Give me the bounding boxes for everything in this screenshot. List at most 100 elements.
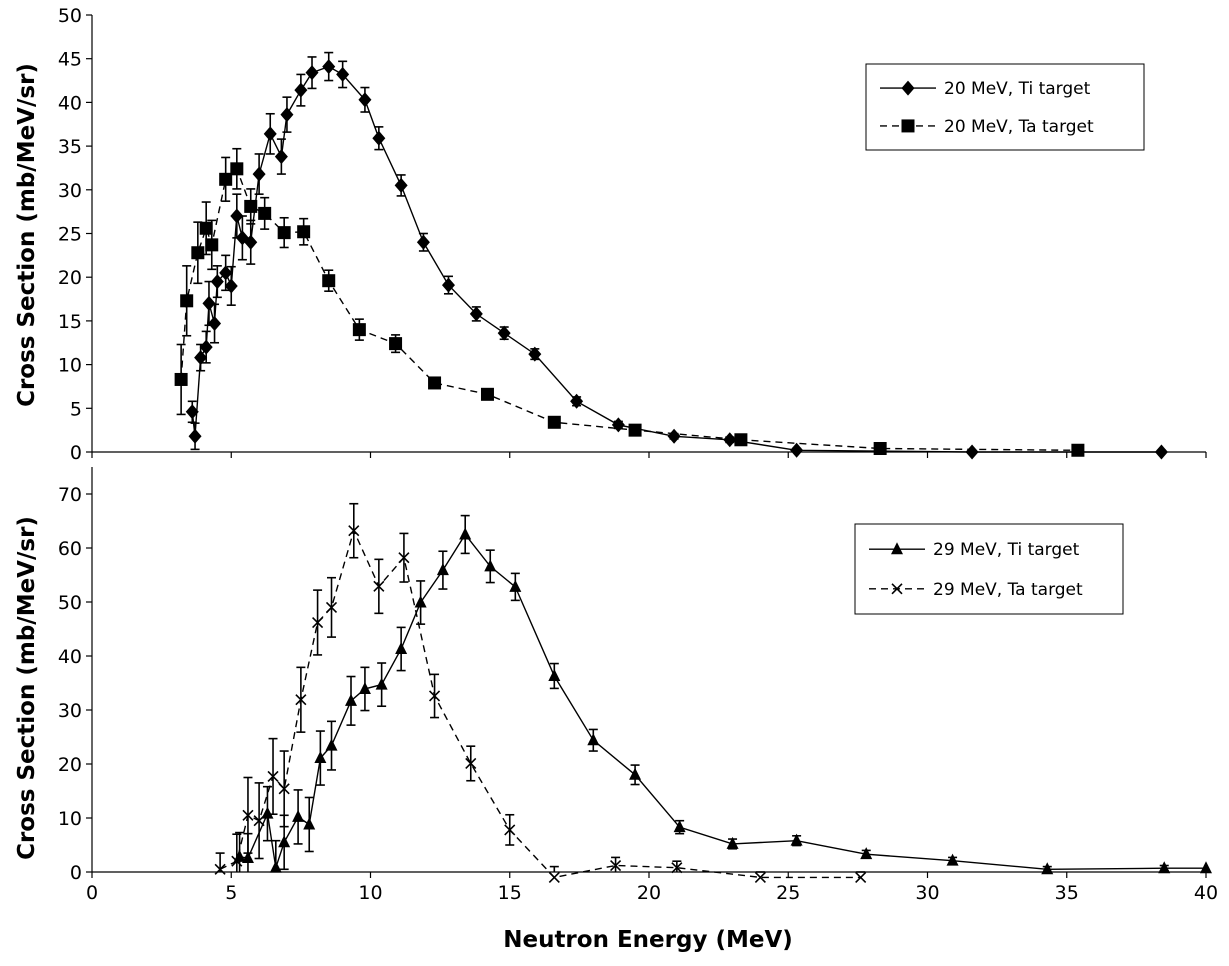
data-point-square [297,225,311,239]
data-point-triangle [436,563,449,576]
data-point-triangle [303,817,316,830]
data-point-x [504,824,516,836]
data-point-x [348,525,360,537]
error-bar [549,865,559,872]
data-point-square [1071,443,1085,457]
x-tick-label: 5 [225,882,237,904]
data-point-triangle [1158,861,1171,874]
legend-entry: 29 MeV, Ti target [869,540,1080,560]
series-diamond [185,51,1168,460]
data-point-diamond [230,208,244,224]
y-tick-label: 50 [58,5,82,27]
y-tick-label: 35 [58,136,82,158]
data-point-x [325,601,338,613]
data-point-diamond [1154,444,1168,460]
y-tick-label: 50 [58,592,82,614]
legend-label: 20 MeV, Ta target [944,117,1094,137]
data-point-x [754,871,766,883]
legend-entry: 20 MeV, Ta target [880,117,1094,137]
data-point-triangle [726,836,739,849]
x-tick-label: 20 [637,882,661,904]
data-point-x [295,694,307,706]
data-point-diamond [416,234,430,250]
data-point-triangle [241,850,254,863]
data-point-diamond [469,306,483,322]
x-tick-label: 40 [1194,882,1218,904]
y-tick-label: 25 [58,224,82,246]
data-point-square [174,372,188,386]
x-tick-label: 0 [86,882,98,904]
data-point-diamond [322,59,336,75]
data-point-square [244,199,258,213]
data-point-diamond [244,234,258,250]
data-point-square [734,433,748,447]
data-point-diamond [965,444,979,460]
legend-marker-x [891,583,903,595]
legend-marker-square [901,119,915,133]
data-point-triangle [414,595,427,608]
data-point-diamond [441,277,455,293]
data-point-triangle [548,668,561,681]
data-point-x [610,859,622,872]
y-tick-label: 20 [58,754,82,776]
data-point-x [278,783,290,795]
legend-entry: 29 MeV, Ta target [869,580,1083,600]
data-point-diamond [305,65,319,81]
data-point-square [277,226,291,240]
y-tick-label: 10 [58,808,82,830]
data-point-square [480,387,494,401]
data-point-triangle [269,860,282,873]
legend-box [865,63,1145,151]
y-tick-label: 30 [58,180,82,202]
data-point-square [219,172,233,186]
y-tick-label: 70 [58,484,82,506]
data-point-triangle [946,853,959,866]
data-point-diamond [667,428,681,444]
data-point-diamond [219,265,233,281]
legend: 29 MeV, Ti target 29 MeV, Ta target [854,523,1124,615]
data-point-diamond [372,130,386,146]
y-tick-label: 30 [58,700,82,722]
data-point-square [352,323,366,337]
data-point-square [547,415,561,429]
data-point-diamond [570,393,584,409]
bottom-panel: 0 10 20 30 40 50 60 70 0 5 10 15 20 25 30 35 40 29 MeV, T… [58,467,1218,904]
data-point-x [548,871,560,883]
y-tick-label: 15 [58,311,82,333]
data-point-triangle [587,733,600,746]
series-x [214,502,867,883]
data-point-x [242,809,254,821]
data-point-triangle [314,751,327,764]
data-point-square [322,274,336,288]
data-point-square [628,423,642,437]
data-point-diamond [358,92,372,108]
y-tick-label: 40 [58,646,82,668]
data-point-triangle [509,579,522,592]
data-point-square [428,376,442,390]
data-point-diamond [199,339,213,355]
y-tick-label: 10 [58,355,82,377]
data-point-triangle [325,738,338,751]
legend-label: 29 MeV, Ta target [933,580,1083,600]
data-point-diamond [497,325,511,341]
error-bar [232,833,242,872]
data-point-diamond [280,107,294,123]
data-point-diamond [294,82,308,98]
x-axis-title: Neutron Energy (MeV) [503,927,793,953]
top-y-axis-title: Cross Section (mb/MeV/sr) [14,63,40,407]
data-point-diamond [224,278,238,294]
data-point-triangle [395,641,408,654]
legend-label: 29 MeV, Ti target [933,540,1080,560]
data-point-x [855,871,867,883]
data-point-triangle [790,833,803,846]
x-tick-label: 10 [358,882,382,904]
data-point-diamond [252,166,266,182]
data-point-square [230,162,244,176]
y-tick-label: 45 [58,49,82,71]
x-tick-label: 30 [915,882,939,904]
data-point-diamond [723,432,737,448]
data-point-square [205,238,219,252]
data-point-square [191,246,205,260]
data-point-x [373,580,385,592]
